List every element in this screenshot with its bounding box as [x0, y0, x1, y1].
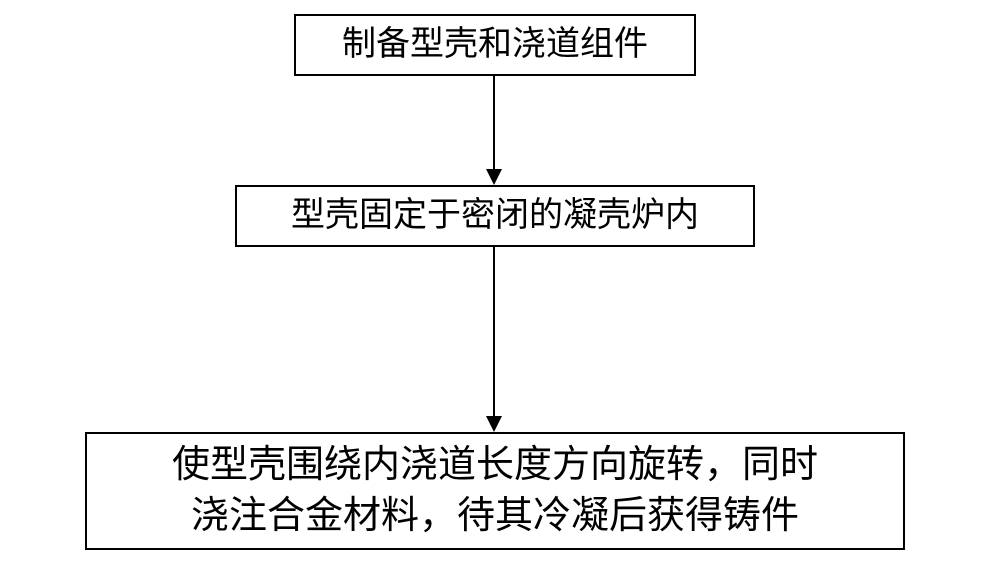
arrow-line-1: [493, 247, 495, 416]
arrow-head-0: [486, 169, 502, 185]
arrow-head-1: [486, 416, 502, 432]
flow-node-n2: 型壳固定于密闭的凝壳炉内: [235, 185, 755, 247]
flow-node-label: 制备型壳和浇道组件: [342, 22, 648, 68]
flow-node-n3: 使型壳围绕内浇道长度方向旋转，同时浇注合金材料，待其冷凝后获得铸件: [85, 432, 905, 550]
flow-node-n1: 制备型壳和浇道组件: [294, 14, 696, 76]
flow-node-label: 使型壳围绕内浇道长度方向旋转，同时浇注合金材料，待其冷凝后获得铸件: [172, 440, 818, 543]
arrow-line-0: [493, 76, 495, 169]
flow-node-label: 型壳固定于密闭的凝壳炉内: [291, 193, 699, 239]
